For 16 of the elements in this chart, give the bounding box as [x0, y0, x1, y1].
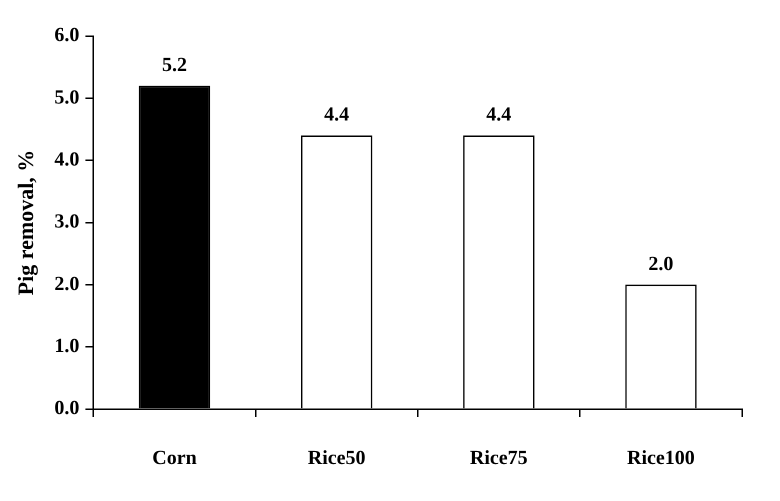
data-label: 2.0 — [648, 252, 674, 275]
y-tick-label: 1.0 — [54, 335, 80, 358]
y-tick-label: 4.0 — [54, 148, 80, 171]
y-tick-label: 5.0 — [54, 86, 80, 108]
y-axis-title: Pig removal, % — [12, 150, 38, 296]
x-tick-label: Rice100 — [627, 447, 695, 470]
x-tick-label: Rice75 — [470, 447, 528, 470]
y-tick-label: 3.0 — [54, 210, 80, 233]
data-label: 5.2 — [162, 54, 187, 76]
y-tick-label: 0.0 — [54, 397, 80, 420]
x-tick-label: Corn — [152, 447, 197, 470]
data-label: 4.4 — [324, 104, 350, 126]
data-label: 4.4 — [486, 104, 512, 126]
y-tick-label: 6.0 — [54, 24, 80, 46]
y-tick-label: 2.0 — [54, 272, 80, 295]
x-tick-label: Rice50 — [308, 447, 366, 470]
